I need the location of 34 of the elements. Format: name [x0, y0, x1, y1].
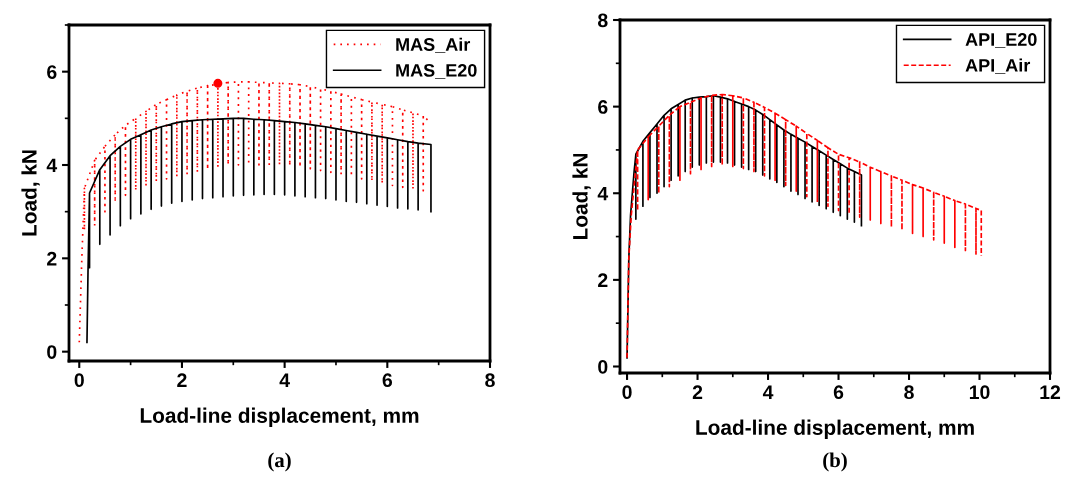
legend-label: MAS_Air [396, 37, 471, 53]
x-tick-label: 2 [177, 373, 187, 387]
y-tick-label: 8 [598, 13, 608, 28]
y-tick-label: 0 [598, 359, 608, 374]
x-tick-label: 0 [622, 385, 632, 400]
x-tick-label: 8 [485, 373, 495, 388]
y-tick-label: 6 [598, 100, 608, 114]
y-tick-label: 6 [47, 65, 57, 79]
line-series [626, 94, 863, 359]
legend-label: MAS_E20 [396, 63, 477, 79]
y-tick-label: 4 [597, 186, 609, 201]
y-axis-title: Load, kN [572, 153, 591, 240]
x-tick-label: 4 [762, 385, 774, 399]
x-tick-label: 10 [969, 385, 990, 400]
y-tick-label: 4 [46, 158, 58, 173]
x-tick-label: 6 [382, 373, 393, 388]
x-axis-title: Load-line displacement, mm [696, 419, 974, 440]
y-tick-label: 2 [598, 273, 608, 287]
y-tick-label: 2 [47, 251, 57, 266]
x-tick-label: 0 [74, 373, 84, 388]
x-tick-label: 4 [279, 373, 290, 387]
x-tick-label: 6 [833, 385, 844, 400]
y-axis-title: Load, kN [21, 150, 40, 236]
x-axis-title: Load-line displacement, mm [140, 407, 419, 428]
x-tick-label: 12 [1040, 385, 1061, 399]
line-series [86, 117, 432, 344]
y-tick-label: 0 [47, 345, 57, 359]
x-tick-label: 8 [904, 385, 914, 400]
x-tick-label: 2 [692, 385, 703, 399]
text: (b) [823, 452, 847, 472]
line-series [626, 93, 983, 359]
legend-label: API_Air [965, 58, 1031, 74]
legend-label: API_E20 [965, 33, 1037, 48]
text: (a) [268, 452, 291, 472]
